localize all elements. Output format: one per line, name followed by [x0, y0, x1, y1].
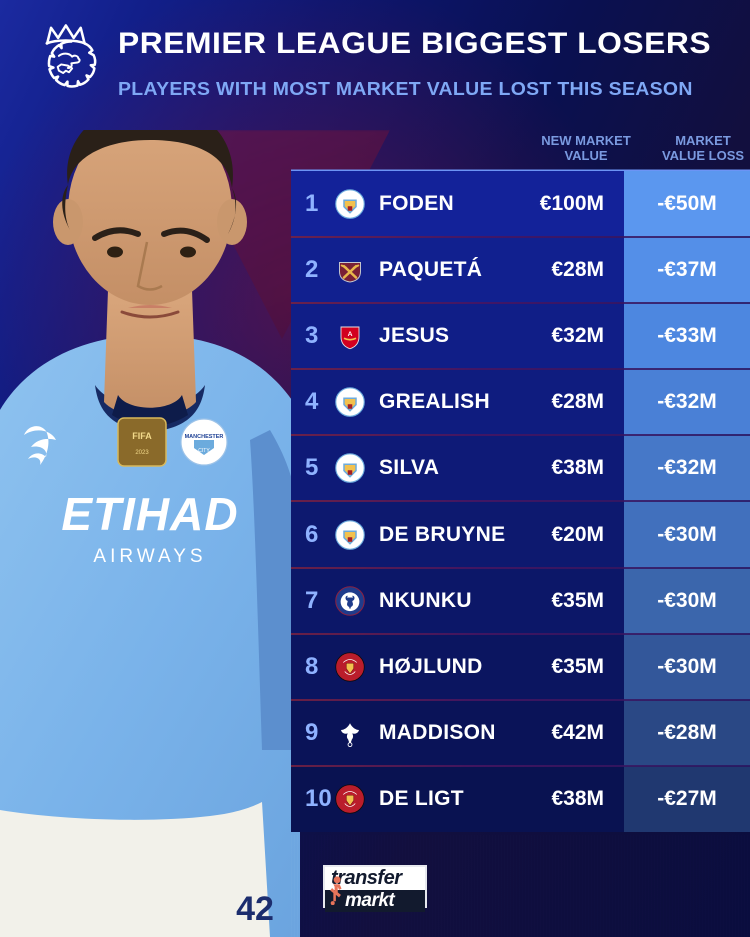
- svg-text:FIFA: FIFA: [132, 431, 152, 441]
- svg-text:A: A: [348, 331, 353, 338]
- svg-text:ETIHAD: ETIHAD: [61, 488, 238, 540]
- svg-text:42: 42: [236, 890, 274, 928]
- svg-text:MANCHESTER: MANCHESTER: [185, 434, 224, 440]
- svg-text:AIRWAYS: AIRWAYS: [93, 546, 206, 567]
- svg-text:CITY: CITY: [198, 448, 210, 454]
- svg-text:2023: 2023: [135, 450, 149, 456]
